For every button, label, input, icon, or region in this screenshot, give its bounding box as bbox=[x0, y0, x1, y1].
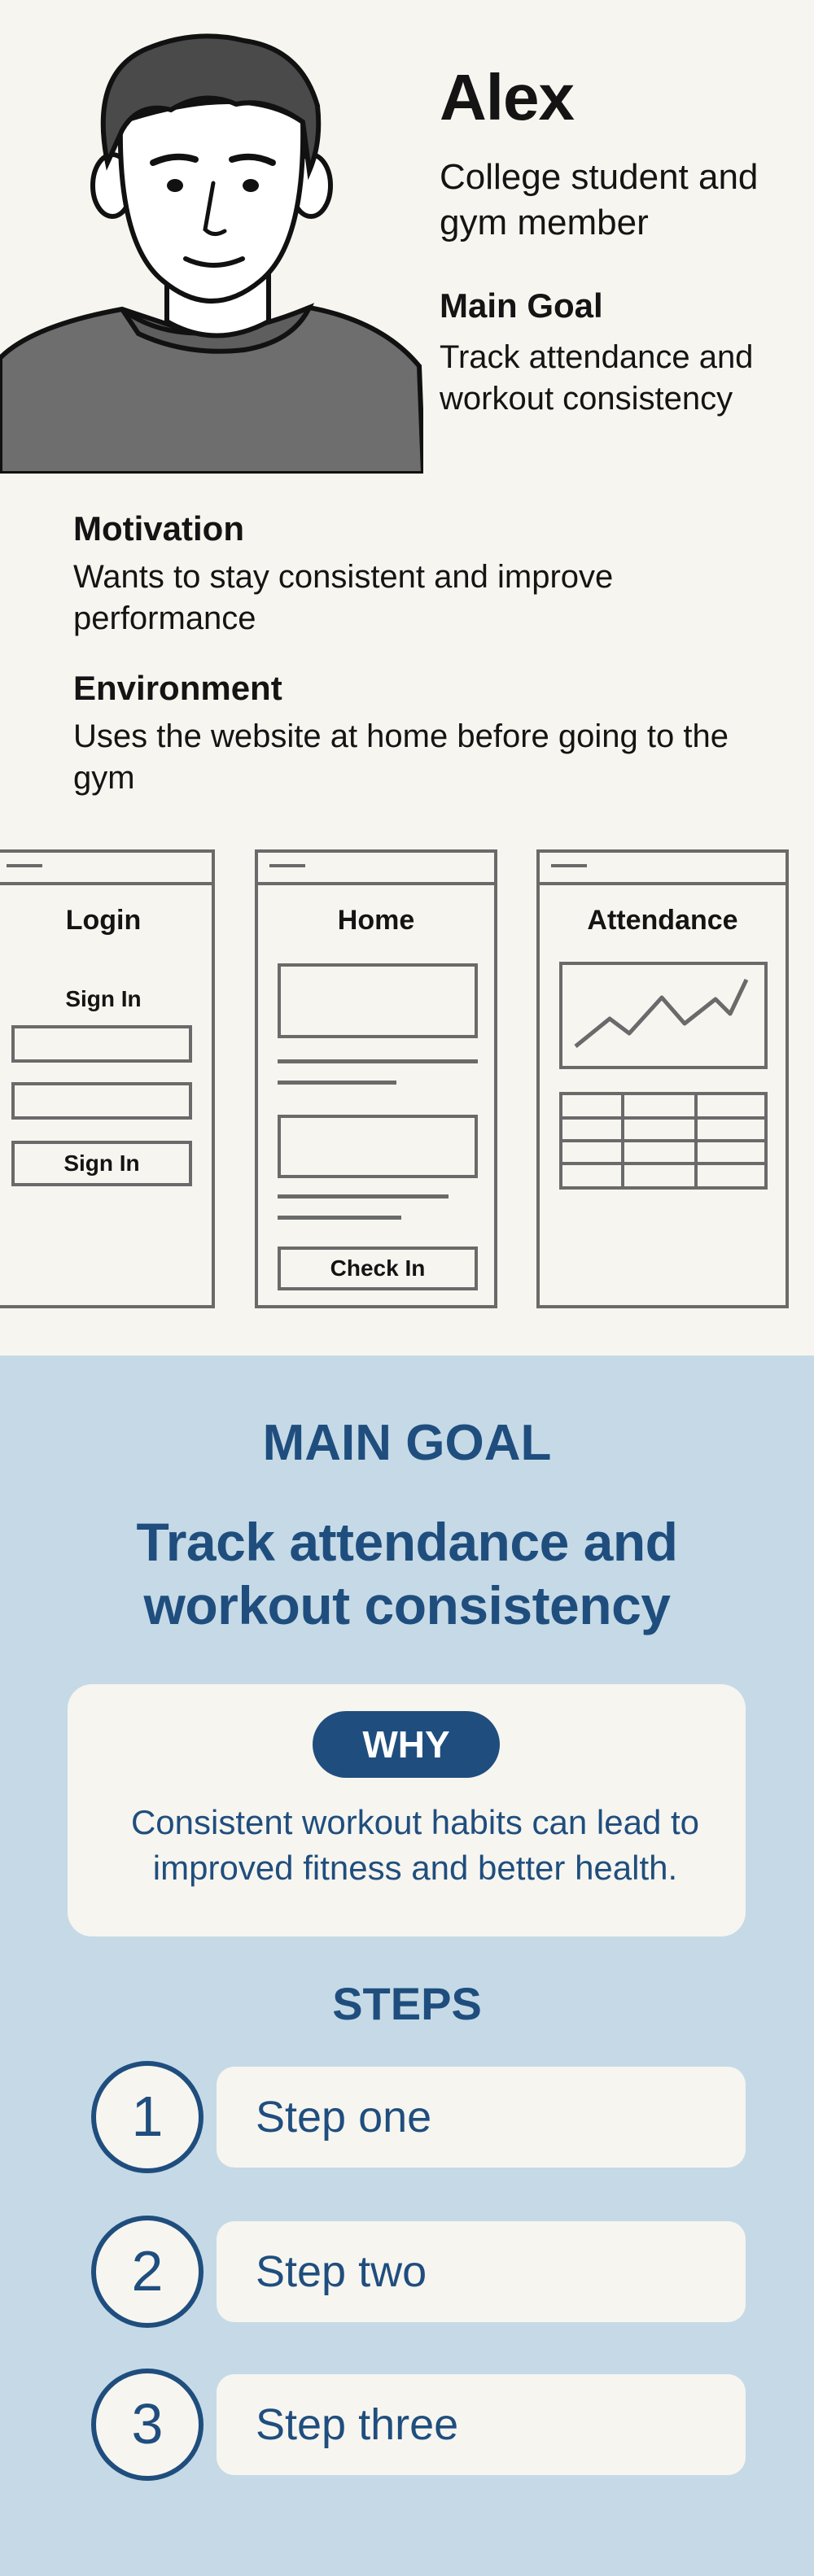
main-goal-line-1: Track attendance and bbox=[136, 1512, 678, 1572]
wireframe-text-line bbox=[278, 1081, 396, 1085]
persona-name: Alex bbox=[440, 61, 575, 133]
wireframe-username-field bbox=[11, 1025, 192, 1063]
wireframe-login: Login Sign In Sign In bbox=[0, 849, 215, 1308]
person-portrait-icon bbox=[0, 0, 423, 474]
wireframe-signin-button: Sign In bbox=[11, 1141, 192, 1186]
step-card-3: Step three bbox=[217, 2374, 746, 2475]
wireframe-text-line bbox=[278, 1059, 478, 1063]
step-number-3: 3 bbox=[91, 2369, 204, 2481]
wireframe-login-title: Login bbox=[65, 905, 142, 936]
wireframe-password-field bbox=[11, 1082, 192, 1120]
wireframe-home-card bbox=[278, 1115, 478, 1178]
wireframe-attendance-title: Attendance bbox=[587, 905, 738, 936]
wireframe-attendance-table bbox=[559, 1092, 768, 1190]
main-goal-line-2: workout consistency bbox=[143, 1575, 672, 1635]
step-card-1: Step one bbox=[217, 2067, 746, 2168]
motivation-title: Motivation bbox=[73, 509, 244, 548]
main-goal-text: Track attendance and workout consistency bbox=[440, 339, 754, 417]
persona-role: College student and gym member bbox=[440, 157, 759, 242]
step-number-2: 2 bbox=[91, 2216, 204, 2328]
line-chart-icon bbox=[574, 978, 749, 1048]
environment-text: Uses the website at home before going to… bbox=[73, 718, 729, 796]
environment-title: Environment bbox=[73, 669, 282, 707]
wireframe-signin-label: Sign In bbox=[65, 986, 142, 1011]
why-text: Consistent workout habits can lead to im… bbox=[130, 1803, 700, 1887]
wireframe-home: Home Check In bbox=[255, 849, 497, 1308]
main-goal-title: Main Goal bbox=[440, 286, 603, 325]
wireframe-chart-box bbox=[559, 962, 768, 1069]
steps-heading: STEPS bbox=[332, 1978, 482, 2029]
wireframe-text-line bbox=[278, 1216, 401, 1220]
wireframe-home-title: Home bbox=[337, 905, 415, 936]
wireframe-text-line bbox=[278, 1194, 449, 1198]
wireframe-home-card bbox=[278, 963, 478, 1038]
why-badge: WHY bbox=[313, 1711, 500, 1778]
wireframe-checkin-button: Check In bbox=[278, 1247, 478, 1290]
step-number-1: 1 bbox=[91, 2061, 204, 2173]
motivation-text: Wants to stay consistent and improve per… bbox=[73, 559, 614, 636]
main-goal-heading: MAIN GOAL bbox=[262, 1415, 552, 1471]
wireframe-attendance: Attendance bbox=[536, 849, 789, 1308]
step-card-2: Step two bbox=[217, 2221, 746, 2322]
